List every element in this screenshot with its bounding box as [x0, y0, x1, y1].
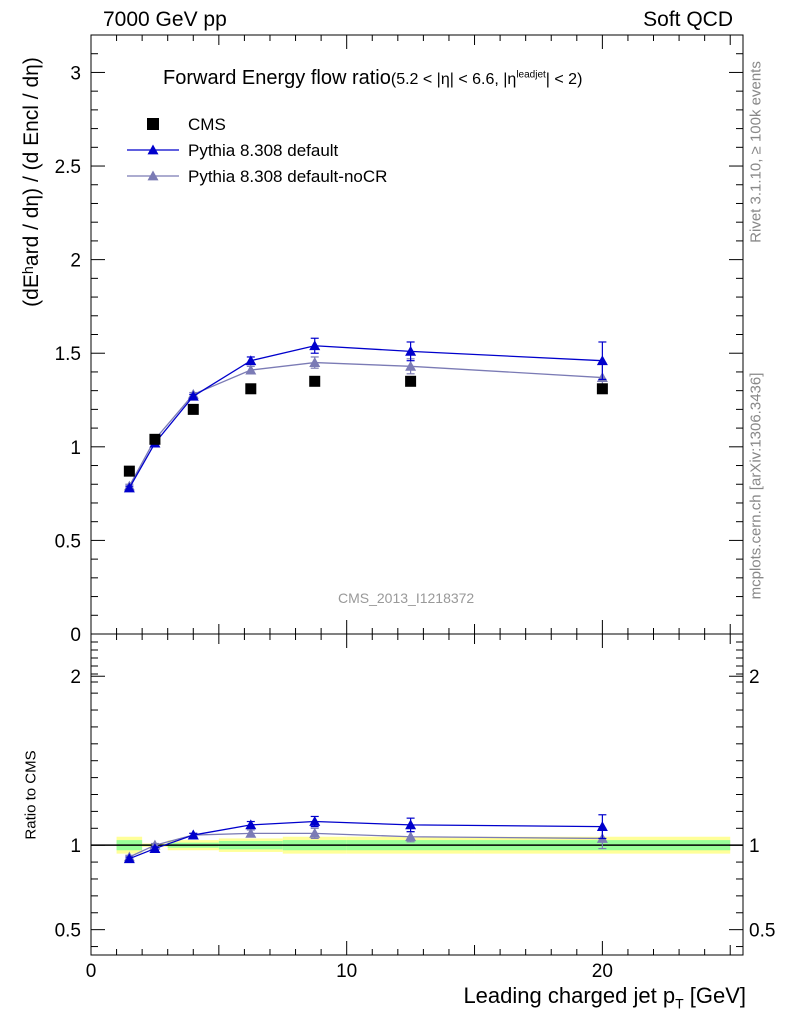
default-line — [128, 345, 603, 489]
title-cut-part1: (5.2 < |η| < 6.6, |η — [390, 71, 517, 88]
energy-label: 7000 GeV pp — [103, 8, 227, 31]
cms-point — [596, 383, 608, 395]
y-axis-label: (dEʰard / dη) / (d Encl / dη) — [20, 57, 43, 307]
ratio-plot-frame — [90, 633, 744, 956]
y-tick-label: 0 — [70, 625, 81, 646]
ratio-y-tick-label-right: 0.5 — [749, 921, 775, 942]
mcplots-label: mcplots.cern.ch [arXiv:1306.3436] — [747, 372, 765, 600]
x-axis-label-text: Leading charged jet p — [463, 983, 676, 1008]
analysis-id: CMS_2013_I1218372 — [338, 590, 475, 606]
cms-point — [123, 465, 135, 477]
default-point — [123, 482, 135, 493]
chart-title: Forward Energy flow ratio(5.2 < |η| < 6.… — [163, 67, 582, 90]
title-main: Forward Energy flow ratio — [163, 67, 391, 89]
default-point — [596, 355, 608, 366]
y-tick-label: 1.5 — [55, 344, 81, 365]
ratio-y-tick-label: 0.5 — [55, 921, 81, 942]
x-tick-label: 0 — [86, 961, 97, 982]
legend-marker-cms — [147, 118, 159, 130]
cms-point — [149, 433, 161, 445]
noCR-point — [309, 357, 321, 367]
ratio-default-point — [405, 819, 417, 830]
default-point — [187, 390, 199, 401]
noCR-line — [128, 361, 603, 487]
ratio-default-point — [309, 816, 321, 826]
ratio-y-tick-label-right: 2 — [749, 667, 760, 688]
y-tick-label: 2.5 — [55, 157, 81, 178]
cms-point — [405, 375, 417, 387]
legend-label: Pythia 8.308 default — [188, 141, 339, 160]
cms-point — [309, 375, 321, 387]
ratio-series — [123, 814, 608, 864]
ratio-y-tick-label: 1 — [70, 836, 81, 857]
x-axis-label-unit: [GeV] — [689, 983, 746, 1008]
noCR-point — [405, 360, 417, 371]
process-label: Soft QCD — [643, 8, 733, 31]
ratio-y-tick-label-right: 1 — [749, 836, 760, 857]
x-axis-label-sub: T — [675, 995, 684, 1012]
ratio-noCR-point — [309, 827, 321, 838]
x-tick-label: 10 — [336, 961, 357, 982]
default-point — [245, 355, 257, 366]
y-tick-label: 0.5 — [55, 531, 81, 552]
default-point — [309, 340, 321, 351]
legend: CMS Pythia 8.308 default Pythia 8.308 defa… — [127, 115, 387, 186]
x-axis-label: Leading charged jet pT [GeV] — [463, 983, 746, 1011]
cms-point — [245, 383, 257, 395]
ratio-default-point — [149, 843, 161, 853]
ratio-noCR-point — [245, 827, 257, 838]
ratio-noCR-point — [405, 831, 417, 842]
y-tick-label: 3 — [70, 63, 81, 84]
legend-marker — [147, 144, 159, 155]
cms-point — [187, 403, 199, 415]
rivet-label: Rivet 3.1.10, ≥ 100k events — [747, 61, 765, 243]
title-cut-sup: leadjet — [516, 69, 546, 81]
ratio-default-point — [187, 829, 199, 840]
data-series — [123, 337, 608, 493]
legend-label: CMS — [188, 115, 226, 134]
x-tick-label: 20 — [592, 961, 613, 982]
ratio-default-point — [596, 821, 608, 831]
y-tick-label: 1 — [70, 438, 81, 459]
y-tick-label: 2 — [70, 251, 81, 272]
noCR-point — [245, 364, 257, 375]
ratio-y-tick-label: 2 — [70, 667, 81, 688]
legend-label: Pythia 8.308 default-noCR — [188, 167, 387, 186]
legend-marker — [147, 170, 159, 181]
ratio-default-point — [123, 853, 135, 864]
title-cut: (5.2 < |η| < 6.6, |ηleadjet| < 2) — [390, 69, 583, 88]
title-cut-part2: | < 2) — [545, 71, 583, 88]
default-point — [405, 345, 417, 356]
ratio-default-point — [245, 819, 257, 830]
ratio-y-axis-label: Ratio to CMS — [22, 750, 40, 840]
